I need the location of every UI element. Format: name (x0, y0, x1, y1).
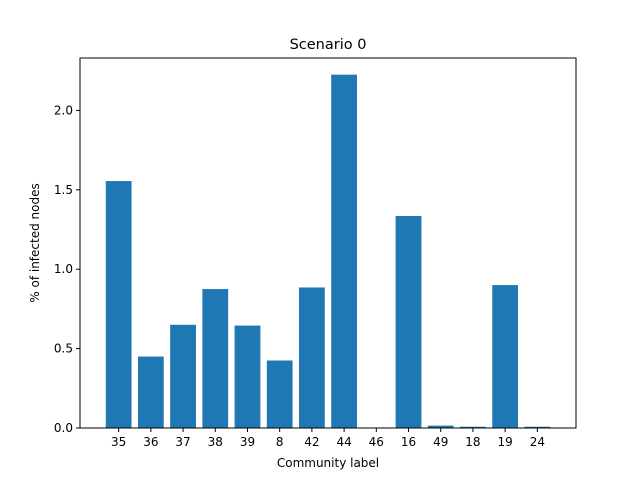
x-tick-label-39: 39 (240, 435, 255, 449)
x-tick-label-49: 49 (433, 435, 448, 449)
y-tick-label-2: 1.0 (54, 262, 73, 276)
bar-19 (492, 285, 519, 428)
x-tick-label-46: 46 (369, 435, 384, 449)
y-tick-label-1: 0.5 (54, 342, 73, 356)
bar-24 (524, 426, 551, 428)
x-tick-label-16: 16 (401, 435, 416, 449)
bar-16 (395, 216, 422, 428)
bar-42 (299, 287, 325, 428)
y-tick-label-0: 0.0 (54, 421, 73, 435)
bar-35 (105, 181, 132, 428)
bars-group (105, 74, 551, 429)
y-axis-ticks: 0.0 0.5 1.0 1.5 2.0 (54, 103, 80, 435)
chart-title: Scenario 0 (290, 37, 367, 53)
x-tick-label-19: 19 (498, 435, 513, 449)
bar-18 (460, 426, 486, 428)
x-axis-ticks: 35 36 37 38 39 8 42 44 46 16 49 18 19 24 (111, 428, 545, 449)
y-tick-label-3: 1.5 (54, 183, 73, 197)
plot-frame (79, 57, 577, 429)
bar-37 (170, 324, 196, 428)
bar-8 (266, 360, 293, 428)
x-tick-label-36: 36 (143, 435, 158, 449)
x-tick-label-37: 37 (175, 435, 190, 449)
x-tick-label-38: 38 (208, 435, 223, 449)
y-tick-label-4: 2.0 (54, 103, 73, 117)
x-tick-label-44: 44 (336, 435, 351, 449)
bar-39 (234, 325, 261, 428)
bar-49 (427, 425, 454, 428)
x-tick-label-35: 35 (111, 435, 126, 449)
y-axis-label: % of infected nodes (28, 183, 42, 302)
x-tick-label-18: 18 (465, 435, 480, 449)
x-tick-label-24: 24 (530, 435, 545, 449)
x-tick-label-42: 42 (304, 435, 319, 449)
bar-38 (202, 289, 229, 428)
x-axis-label: Community label (277, 456, 379, 470)
bar-36 (137, 356, 164, 428)
x-tick-label-8: 8 (276, 435, 284, 449)
bar-44 (331, 74, 357, 429)
